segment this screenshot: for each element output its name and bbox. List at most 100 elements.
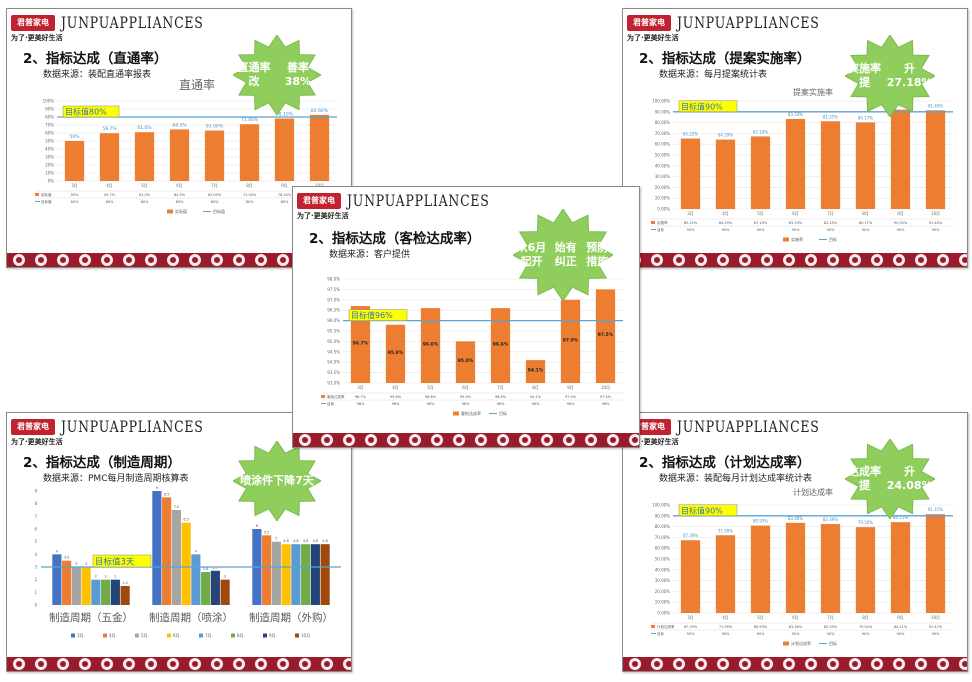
table-cell: 63.00% xyxy=(208,193,222,197)
slide-title: 2、指标达成（计划达成率） xyxy=(639,455,811,471)
data-label: 4.8 xyxy=(322,539,328,543)
table-cell: 90% xyxy=(757,228,765,232)
bar xyxy=(62,560,72,605)
data-label: 71.99% xyxy=(718,528,733,533)
x-tick-label: 9月 xyxy=(567,385,574,390)
bar xyxy=(204,130,225,181)
y-tick-label: 40.00% xyxy=(655,567,670,572)
legend-swatch xyxy=(103,633,107,638)
table-cell: 90% xyxy=(757,632,765,636)
y-tick-label: 70% xyxy=(45,123,54,128)
table-cell: 94.1% xyxy=(530,395,542,399)
footer-ornament xyxy=(871,658,883,670)
burst-callout: 直通率改 善率38% xyxy=(231,34,323,116)
bar xyxy=(595,289,616,383)
data-label: 96.6% xyxy=(493,342,509,348)
data-label: 63.00% xyxy=(206,124,224,130)
table-cell: 59.7% xyxy=(104,193,116,197)
table-series-name: 客检达成率 xyxy=(327,394,345,399)
y-tick-label: 100.00% xyxy=(652,99,670,104)
table-cell: 90% xyxy=(932,632,940,636)
legend-label: 3月 xyxy=(77,633,84,638)
data-label: 2 xyxy=(95,575,97,579)
header: 君普家电 为了·更美好生活 JUNPUAPPLIANCES xyxy=(627,13,827,42)
data-label: 65.22% xyxy=(683,132,698,137)
footer-ornament xyxy=(35,658,47,670)
legend-swatch xyxy=(453,411,459,416)
bar xyxy=(64,141,85,181)
bar xyxy=(890,522,911,613)
legend-swatch xyxy=(231,633,235,638)
data-label: 91.40% xyxy=(928,103,943,108)
data-label: 2 xyxy=(105,575,107,579)
footer-ornament xyxy=(827,658,839,670)
data-source: 数据来源：装配直通率报表 xyxy=(43,70,152,80)
legend-swatch xyxy=(783,237,789,242)
y-tick-label: 0.00% xyxy=(657,611,670,616)
burst-text: 达成率提 升24.08% xyxy=(848,465,933,492)
y-tick-label: 60.00% xyxy=(655,142,670,147)
table-cell: 97.5% xyxy=(600,395,612,399)
y-tick-label: 96.0% xyxy=(327,318,340,323)
table-cell: 80% xyxy=(106,200,114,204)
footer-ornament xyxy=(651,658,663,670)
footer-ornament xyxy=(475,434,487,446)
y-tick-label: 90.00% xyxy=(655,513,670,518)
x-tick-label: 8月 xyxy=(532,385,539,390)
footer-ornament xyxy=(695,658,707,670)
bar xyxy=(134,132,155,181)
y-tick-label: 20% xyxy=(45,163,54,168)
bar xyxy=(309,114,330,181)
footer-ornament xyxy=(849,658,861,670)
chart: 0 1 2 3 4 5 6 7 8 9 4 3.5 3 3 2 2 2 1.5 制造周期（五金） 9 8.5 7.5 6.5… xyxy=(34,486,341,638)
x-tick-label: 3月 xyxy=(687,211,694,216)
bar xyxy=(925,514,946,613)
table-cell: 92.00% xyxy=(894,221,908,225)
x-tick-label: 7月 xyxy=(211,183,218,188)
footer-ornament xyxy=(563,434,575,446)
bar xyxy=(715,139,736,209)
table-cell: 97.0% xyxy=(565,395,577,399)
y-tick-label: 94.5% xyxy=(327,349,340,354)
bar xyxy=(99,133,120,181)
table-cell: 50% xyxy=(71,193,79,197)
table-cell: 96% xyxy=(532,402,540,406)
data-label: 2 xyxy=(224,575,226,579)
legend-swatch xyxy=(263,633,267,638)
legend-label: 7月 xyxy=(205,633,212,638)
target-label: 目标值80% xyxy=(65,107,107,117)
footer-ornament xyxy=(937,254,949,266)
table-cell: 91.40% xyxy=(929,221,943,225)
target-label-box xyxy=(92,554,152,568)
bar xyxy=(271,541,281,605)
legend-label: 目标值 xyxy=(213,208,225,214)
table-cell: 79.50% xyxy=(859,625,873,629)
data-label: 64.5% xyxy=(172,122,187,128)
table-cell: 80% xyxy=(71,200,79,204)
table-cell: 96% xyxy=(462,402,470,406)
table-cell: 96% xyxy=(567,402,575,406)
table-cell: 90% xyxy=(792,228,800,232)
table-legend-swatch xyxy=(35,193,39,196)
data-label: 84.11% xyxy=(893,515,908,520)
x-tick-label: 6月 xyxy=(462,385,469,390)
bar xyxy=(680,138,701,209)
slide-title: 2、指标达成（客检达成率） xyxy=(309,231,481,247)
data-label: 94.1% xyxy=(528,368,544,374)
bar xyxy=(191,554,201,605)
x-tick-label: 5月 xyxy=(141,183,148,188)
footer-ornament xyxy=(915,658,927,670)
table-series-name: 目标 xyxy=(657,227,665,232)
bar xyxy=(291,544,301,605)
data-source: 数据来源：每月提案统计表 xyxy=(659,70,768,80)
footer-ornament xyxy=(233,658,245,670)
footer-ornament xyxy=(783,254,795,266)
table-cell: 96% xyxy=(392,402,400,406)
table-cell: 90% xyxy=(687,632,695,636)
footer-ornament xyxy=(607,434,619,446)
y-tick-label: 80.00% xyxy=(655,120,670,125)
data-label: 4.8 xyxy=(303,539,309,543)
y-tick-label: 70.00% xyxy=(655,131,670,136)
table-cell: 90% xyxy=(827,632,835,636)
footer-ornament xyxy=(365,434,377,446)
